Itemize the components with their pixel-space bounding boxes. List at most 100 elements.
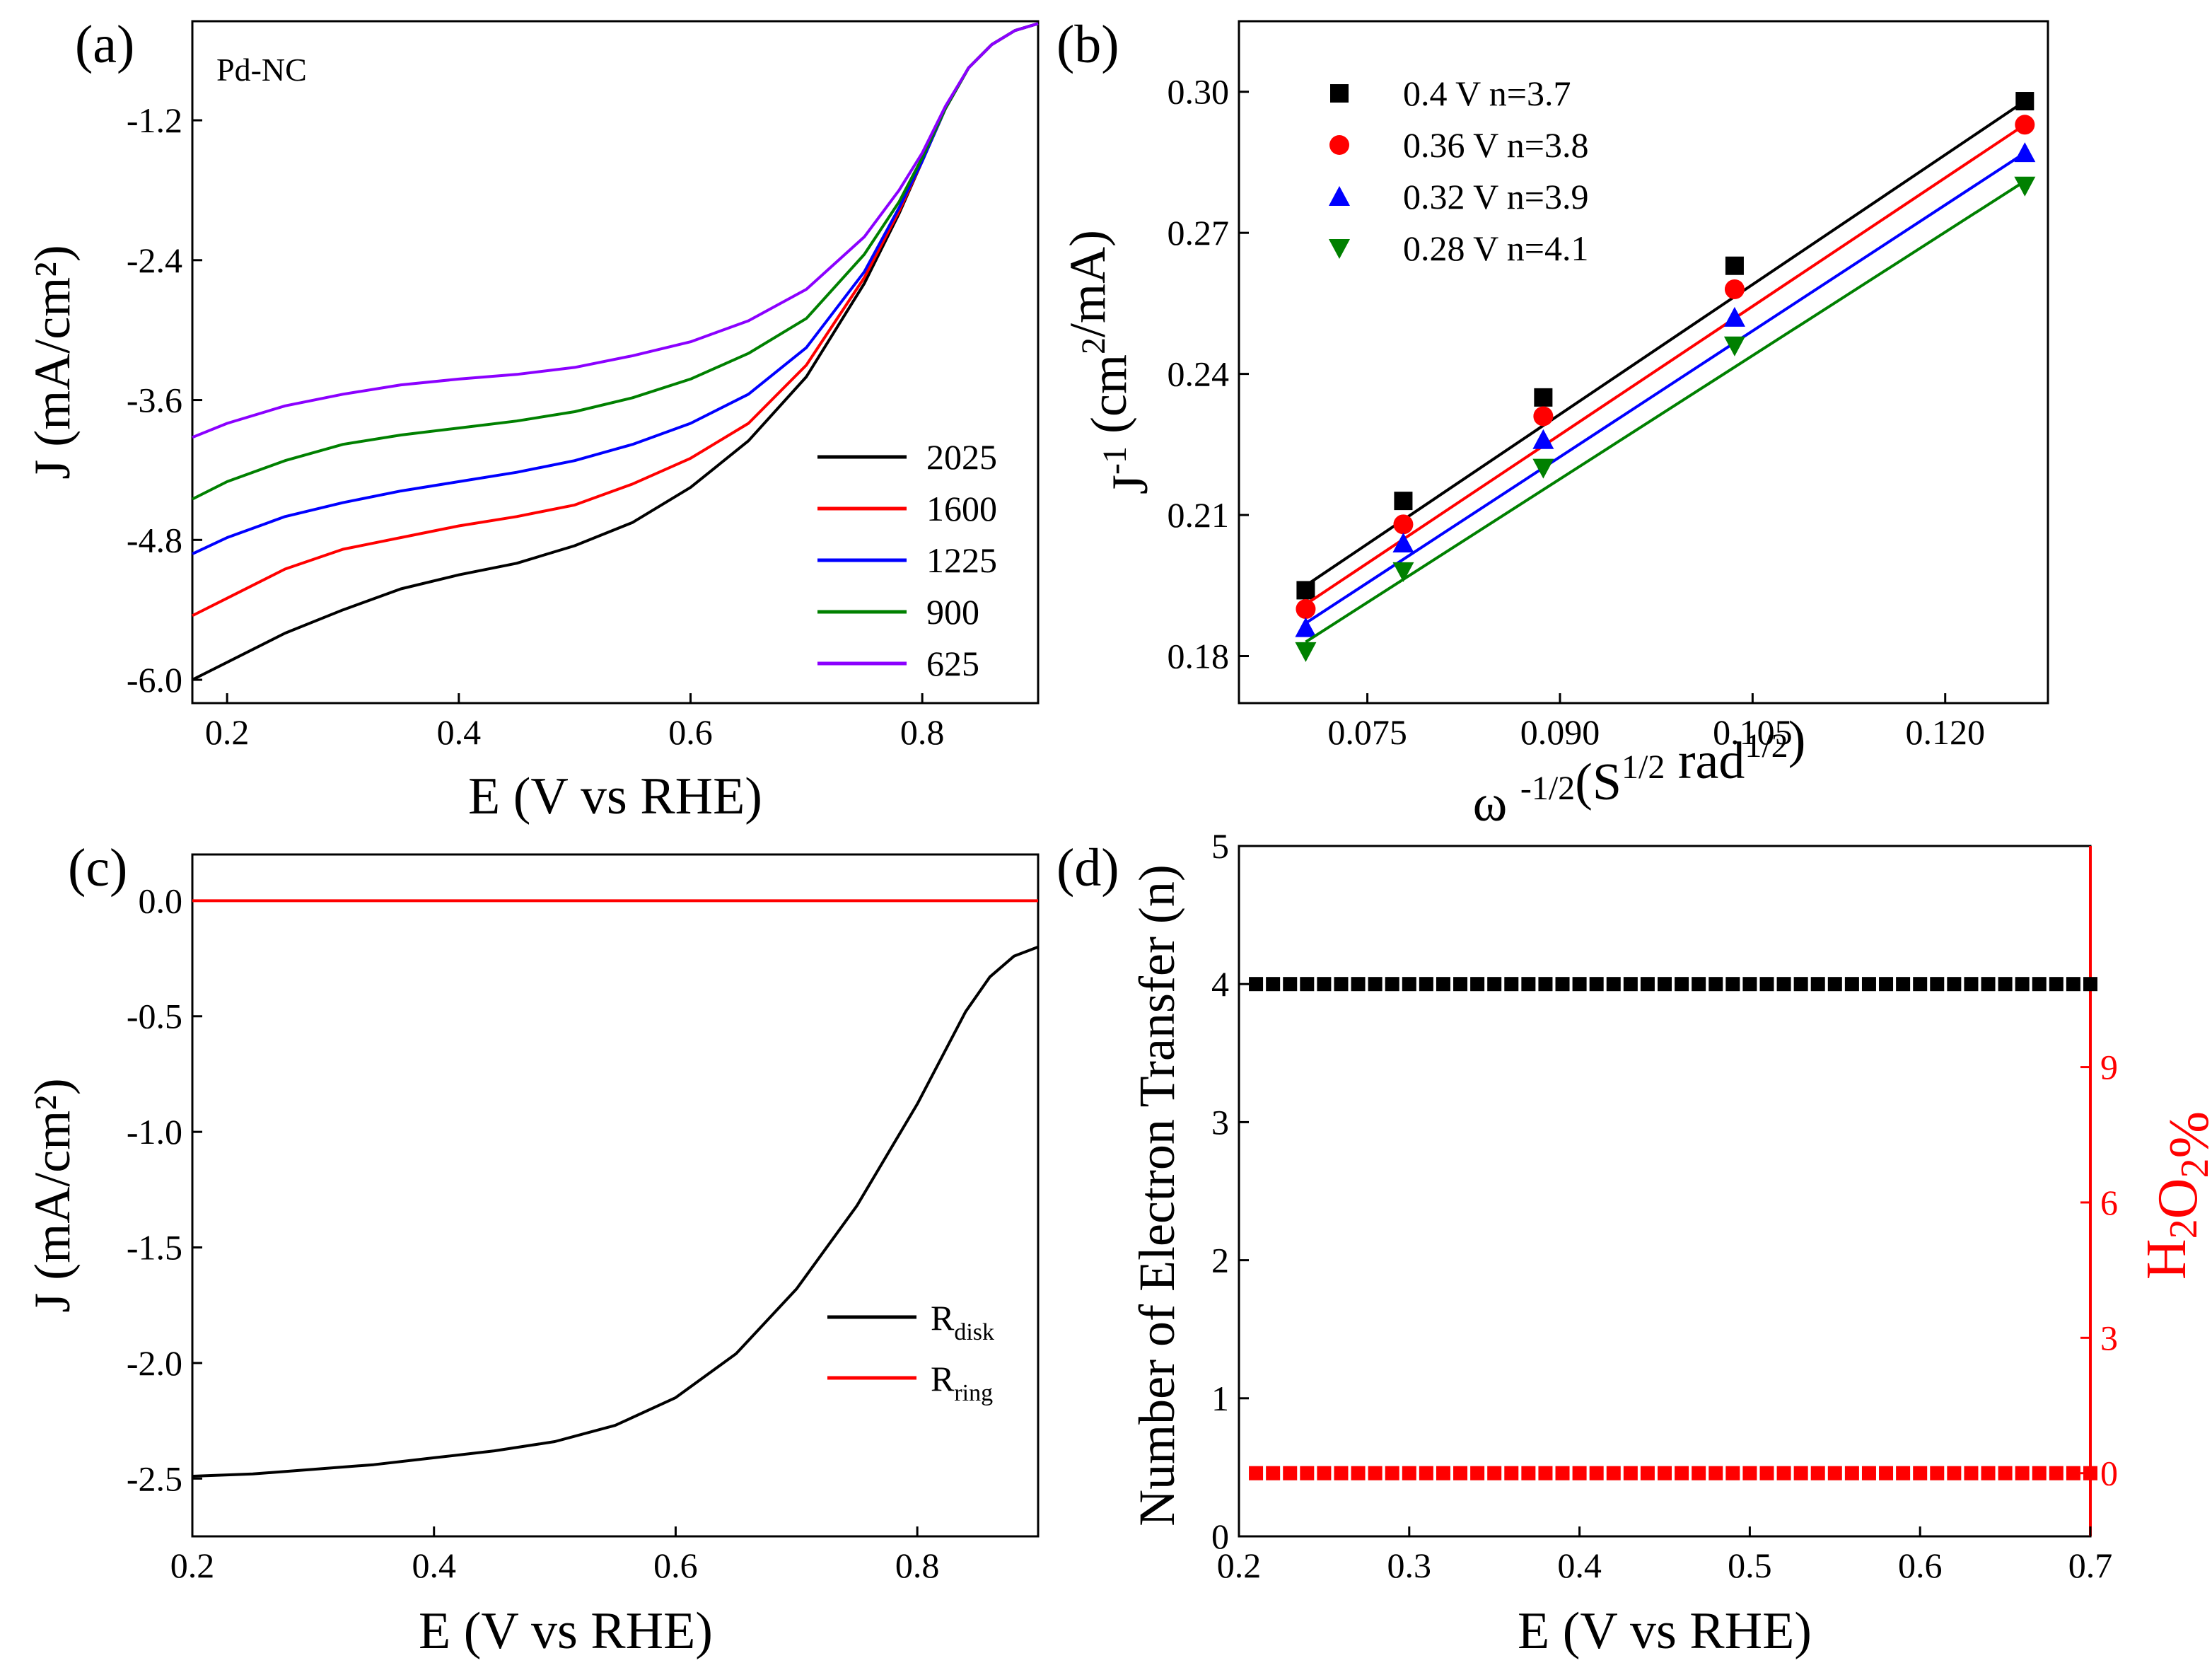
panel-c-chart: 0.2 0.4 0.6 0.8 0.0 -0.5 -1.0 -1.5 -2.0 -2.5 (c) Rd… [24,838,1040,1660]
panel-b-legend-label: 0.4 V n=3.7 [1403,74,1571,113]
panel-d-n-point [1725,977,1740,992]
panel-d-n-point [1589,977,1604,992]
panel-d-h2o2-point [1385,1466,1399,1480]
panel-b-fit-line [1305,180,2026,644]
panel-d-n-point [1913,977,1928,992]
panel-c-y-tick-label: 0.0 [139,881,183,920]
panel-c-y-tick-label: -1.0 [127,1112,182,1152]
panel-d-h2o2-point [1998,1466,2013,1480]
panel-d-n-point [1453,977,1468,992]
panel-d-h2o2-point [1913,1466,1928,1480]
panel-d-n-point [1385,977,1399,992]
panel-b-label: (b) [1056,15,1119,74]
panel-d-h2o2-point [1317,1466,1332,1480]
panel-d-h2o2-point [1810,1466,1825,1480]
panel-d-h2o2-point [1453,1466,1468,1480]
panel-d-n-point [1249,977,1264,992]
panel-d-h2o2-point [1640,1466,1655,1480]
panel-d-n-point [1692,977,1706,992]
panel-d-n-point [1606,977,1621,992]
panel-d-h2o2-point [1266,1466,1281,1480]
panel-b-data-point [1392,562,1414,582]
panel-b-y-tick-label: 0.24 [1168,354,1230,394]
panel-d-n-point [2049,977,2063,992]
panel-d-y-tick-label: 2 [1211,1241,1229,1280]
panel-a-chart: 0.2 0.4 0.6 0.8 -1.2 -2.4 -3.6 -4.8 -6.0 (a) Pd-NC… [24,15,1040,825]
panel-b-legend-label: 0.36 V n=3.8 [1403,125,1589,165]
panel-d-h2o2-point [1844,1466,1859,1480]
panel-d-h2o2-point [1419,1466,1433,1480]
panel-d-h2o2-point [1283,1466,1298,1480]
panel-d-h2o2-point [1964,1466,1979,1480]
panel-b-x-tick-label: 0.090 [1520,712,1600,752]
panel-d-h2o2-point [1776,1466,1791,1480]
panel-d-n-point [1709,977,1723,992]
panel-d-n-point [1419,977,1433,992]
panel-d-n-point [1555,977,1570,992]
panel-a-series-900-line [192,22,1039,501]
panel-d-h2o2-point [1623,1466,1638,1480]
panel-a-y-tick-label: -2.4 [127,240,182,280]
panel-c-x-tick-label: 0.4 [412,1546,456,1585]
panel-c-x-tick-label: 0.8 [895,1546,940,1585]
panel-b-data-point [1295,617,1317,637]
panel-d-n-point [1487,977,1502,992]
panel-b-legend-marker [1329,239,1350,259]
panel-d-n-point [1521,977,1536,992]
panel-b-y-tick-label: 0.21 [1168,495,1230,535]
panel-a-annotation: Pd-NC [216,52,307,88]
panel-c-x-axis-label: E (V vs RHE) [419,1602,713,1660]
panel-d-n-point [1879,977,1894,992]
panel-d-h2o2-point [1521,1466,1536,1480]
panel-d-n-point [1317,977,1332,992]
panel-d-h2o2-point [1402,1466,1416,1480]
panel-d-y2-tick-label: 9 [2100,1048,2118,1087]
panel-d-h2o2-point [1981,1466,1996,1480]
panel-a-x-tick-label: 0.8 [900,712,945,752]
panel-d-h2o2-point [1879,1466,1894,1480]
panel-d-h2o2-point [1470,1466,1485,1480]
panel-d-x-tick-label: 0.5 [1728,1546,1772,1585]
panel-a-series-1225-line [192,22,1039,555]
panel-d-n-point [2015,977,2030,992]
panel-b-x-tick-label: 0.120 [1905,712,1985,752]
panel-d-n-point [1930,977,1945,992]
panel-d-n-point [1538,977,1553,992]
panel-b-fit-line [1305,151,2026,625]
panel-d-h2o2-point [1896,1466,1911,1480]
panel-a-y-tick-label: -1.2 [127,100,182,140]
panel-b-legend-marker [1329,186,1350,206]
panel-d-x-tick-label: 0.4 [1557,1546,1602,1585]
panel-a-legend-label: 900 [926,592,979,632]
panel-a-legend-label: 1600 [926,489,997,528]
panel-d-h2o2-point [1538,1466,1553,1480]
panel-b-legend-label: 0.28 V n=4.1 [1403,228,1589,268]
panel-c-y-tick-label: -1.5 [127,1228,182,1268]
panel-b-legend-marker [1329,135,1349,155]
panel-d-h2o2-point [2083,1466,2097,1480]
panel-d-h2o2-point [1793,1466,1808,1480]
panel-c-legend-label: Rring [931,1359,993,1406]
panel-d-x-tick-label: 0.7 [2068,1546,2113,1585]
panel-d-h2o2-point [1368,1466,1382,1480]
panel-d-h2o2-point [1742,1466,1757,1480]
panel-d-y2-tick-label: 0 [2100,1454,2118,1493]
panel-c-x-tick-label: 0.6 [653,1546,698,1585]
panel-d-y-tick-label: 4 [1211,964,1229,1004]
panel-d-h2o2-point [1606,1466,1621,1480]
panel-d-n-point [1947,977,1962,992]
panel-d-y2-tick-label: 3 [2100,1318,2118,1357]
panel-d-n-point [1283,977,1298,992]
panel-a-y-tick-label: -6.0 [127,660,182,700]
panel-d-n-point [1793,977,1808,992]
panel-c-x-tick-label: 0.2 [170,1546,215,1585]
panel-d-x-tick-label: 0.6 [1898,1546,1943,1585]
panel-d-n-point [2083,977,2097,992]
panel-d-n-point [1368,977,1382,992]
panel-d-n-point [2066,977,2080,992]
panel-d-h2o2-point [1827,1466,1842,1480]
panel-d-h2o2-point [1709,1466,1723,1480]
panel-d-n-point [1504,977,1519,992]
panel-b-y-axis-label: J-1 (cm2/mA) [1059,230,1158,494]
panel-d-y2-axis-label: H2O2% [2136,1111,2212,1280]
